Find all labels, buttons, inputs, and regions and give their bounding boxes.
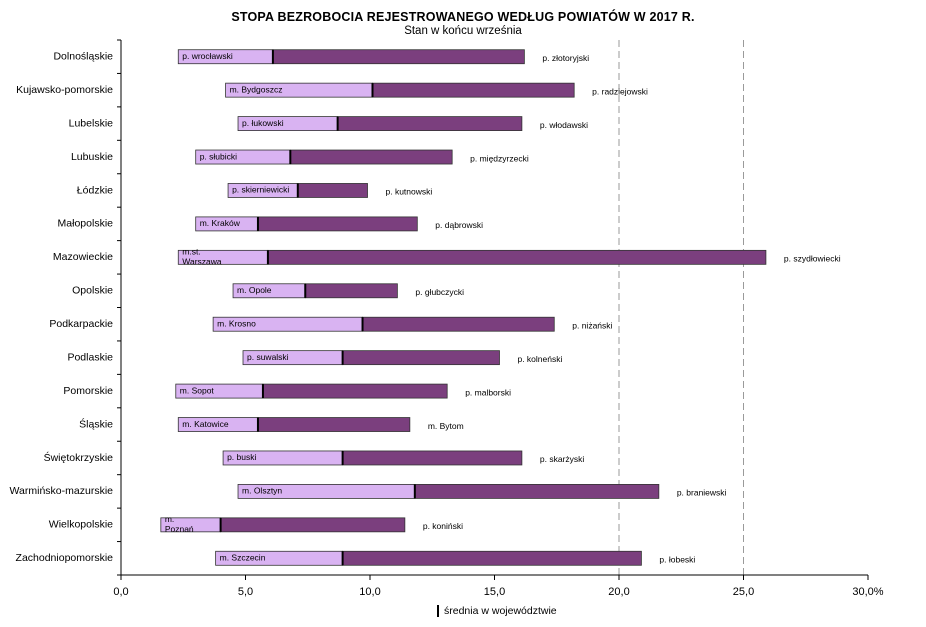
min-powiat-label: m. Bydgoszcz — [230, 84, 283, 94]
max-powiat-label: p. kolneński — [517, 354, 562, 364]
category-label: Podkarpackie — [49, 318, 113, 330]
bar-max-segment — [289, 149, 453, 165]
x-tick-label: 25,0 — [733, 586, 754, 598]
bar-max-segment — [220, 517, 406, 533]
min-powiat-label: m. Sopot — [180, 385, 215, 395]
x-tick-label: 20,0 — [608, 586, 629, 598]
bar-max-segment — [297, 183, 368, 198]
max-powiat-label: p. radziejowski — [592, 86, 648, 96]
min-powiat-label: p. łukowski — [242, 118, 284, 128]
category-label: Śląskie — [79, 417, 113, 430]
min-powiat-label: p. wrocławski — [182, 51, 233, 61]
bar-max-segment — [372, 82, 575, 98]
category-label: Mazowieckie — [53, 251, 113, 263]
max-powiat-label: p. międzyrzecki — [470, 153, 529, 163]
max-powiat-label: p. malborski — [465, 387, 511, 397]
min-powiat-label: m. Kraków — [200, 218, 241, 228]
max-powiat-label: p. głubczycki — [415, 287, 464, 297]
category-label: Warmińsko-mazurskie — [10, 485, 114, 497]
x-tick-label: 0,0 — [113, 586, 128, 598]
min-powiat-label: m. Krosno — [217, 318, 256, 328]
category-label: Łódzkie — [77, 184, 113, 196]
max-powiat-label: p. włodawski — [540, 120, 588, 130]
category-label: Opolskie — [72, 285, 113, 297]
bar-max-segment — [342, 450, 523, 466]
bar-max-segment — [362, 316, 555, 332]
category-label: Lubuskie — [71, 151, 113, 163]
max-powiat-label: p. skarżyski — [540, 454, 585, 464]
max-powiat-label: m. Bytom — [428, 421, 464, 431]
bar-max-segment — [342, 550, 642, 566]
max-powiat-label: p. braniewski — [677, 488, 727, 498]
max-powiat-label: p. złotoryjski — [542, 53, 589, 63]
category-label: Świętokrzyskie — [44, 451, 114, 464]
x-tick-label: 5,0 — [238, 586, 253, 598]
max-powiat-label: p. niżański — [572, 320, 612, 330]
min-powiat-label: m. Katowice — [182, 419, 229, 429]
bar-max-segment — [414, 484, 660, 499]
category-label: Kujawsko-pomorskie — [16, 84, 113, 96]
min-powiat-label: m. Opole — [237, 285, 272, 295]
max-powiat-label: p. dąbrowski — [435, 220, 483, 230]
max-powiat-label: p. kutnowski — [386, 187, 433, 197]
min-powiat-label: p. słubicki — [200, 151, 237, 161]
max-powiat-label: p. koniński — [423, 521, 463, 531]
x-tick-label: 15,0 — [484, 586, 505, 598]
min-powiat-label: m.st. Warszawa — [182, 247, 222, 267]
bar-max-segment — [257, 417, 411, 432]
max-powiat-label: p. łobeski — [659, 555, 695, 565]
x-tick-label: 10,0 — [359, 586, 380, 598]
bar-max-segment — [304, 283, 398, 299]
min-powiat-label: p. buski — [227, 452, 256, 462]
min-powiat-label: m. Poznań — [165, 514, 194, 534]
max-powiat-label: p. szydłowiecki — [784, 254, 841, 264]
min-powiat-label: m. Olsztyn — [242, 486, 282, 496]
category-label: Podlaskie — [67, 351, 113, 363]
category-label: Wielkopolskie — [49, 519, 113, 531]
category-label: Małopolskie — [58, 218, 114, 230]
category-label: Zachodniopomorskie — [16, 552, 114, 564]
category-label: Pomorskie — [63, 385, 113, 397]
bar-max-segment — [257, 216, 418, 232]
min-powiat-label: p. suwalski — [247, 352, 289, 362]
bar-max-segment — [272, 49, 525, 65]
x-tick-label: 30,0% — [852, 586, 883, 598]
category-label: Dolnośląskie — [53, 51, 113, 63]
legend-label: średnia w województwie — [444, 605, 557, 617]
bar-max-segment — [337, 116, 523, 131]
chart-subtitle: Stan w końcu września — [404, 25, 522, 37]
category-label: Lubelskie — [69, 117, 114, 129]
bar-max-segment — [262, 383, 448, 399]
bar-max-segment — [267, 249, 767, 265]
min-powiat-label: p. skierniewicki — [232, 185, 289, 195]
min-powiat-label: m. Szczecin — [220, 553, 266, 563]
bar-max-segment — [342, 350, 500, 366]
chart-title: STOPA BEZROBOCIA REJESTROWANEGO WEDŁUG P… — [231, 10, 695, 24]
